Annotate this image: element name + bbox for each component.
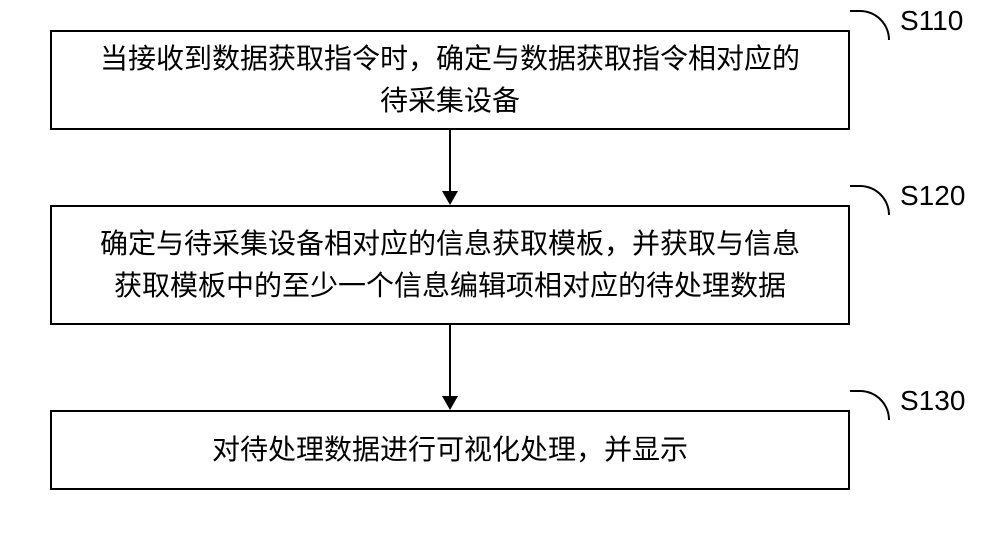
label-connector bbox=[850, 10, 890, 40]
flow-step-s110: 当接收到数据获取指令时，确定与数据获取指令相对应的待采集设备 bbox=[50, 30, 850, 130]
flow-step-text: 确定与待采集设备相对应的信息获取模板，并获取与信息获取模板中的至少一个信息编辑项… bbox=[100, 223, 800, 307]
flow-step-s120: 确定与待采集设备相对应的信息获取模板，并获取与信息获取模板中的至少一个信息编辑项… bbox=[50, 205, 850, 325]
step-label-s120: S120 bbox=[900, 180, 965, 212]
arrow-head-icon bbox=[442, 396, 458, 410]
step-label-s130: S130 bbox=[900, 385, 965, 417]
label-connector bbox=[850, 185, 890, 215]
arrow-head-icon bbox=[442, 191, 458, 205]
flow-step-text: 当接收到数据获取指令时，确定与数据获取指令相对应的待采集设备 bbox=[100, 38, 800, 122]
label-connector bbox=[850, 390, 890, 420]
arrow-line bbox=[449, 130, 451, 191]
flow-step-s130: 对待处理数据进行可视化处理，并显示 bbox=[50, 410, 850, 490]
flow-step-text: 对待处理数据进行可视化处理，并显示 bbox=[212, 429, 688, 471]
step-label-s110: S110 bbox=[900, 5, 963, 37]
arrow-line bbox=[449, 325, 451, 396]
